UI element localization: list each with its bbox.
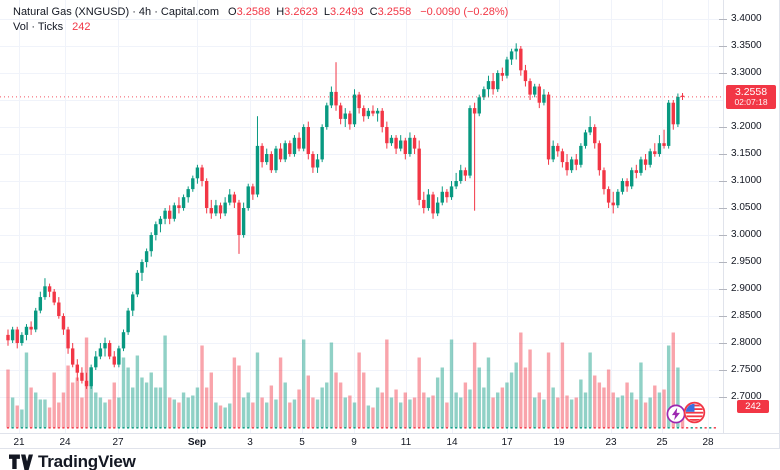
change-value: −0.0090 (−0.28%) (420, 6, 509, 18)
price-axis-label: 3.1500 (731, 148, 762, 159)
price-axis-label: 2.8500 (731, 310, 762, 321)
volume-indicator-value: 242 (72, 21, 91, 33)
price-axis-label: 2.7000 (731, 391, 762, 402)
time-axis[interactable]: 21 24 27 Sep 3 5 9 11 14 17 19 23 25 28 (0, 433, 780, 448)
tradingview-logo-text: TradingView (38, 452, 136, 470)
bar-countdown: 02:07:18 (734, 97, 768, 108)
open-label: O (228, 6, 237, 18)
time-axis-label: 28 (702, 437, 714, 448)
last-price-value: 3.2558 (734, 86, 768, 99)
time-axis-label: 14 (446, 437, 458, 448)
price-axis-label: 3.3000 (731, 67, 762, 78)
price-axis-label: 3.1000 (731, 175, 762, 186)
time-axis-label: 25 (656, 437, 668, 448)
open-value: 3.2588 (236, 6, 271, 18)
last-volume-badge: 242 (737, 400, 769, 413)
price-axis[interactable]: 3.4000 3.3500 3.3000 3.2000 3.1500 3.1000 3.05… (723, 0, 780, 433)
time-axis-label: 24 (59, 437, 71, 448)
price-axis-label: 2.7500 (731, 364, 762, 375)
low-label: L (323, 6, 330, 18)
price-axis-label: 3.0500 (731, 202, 762, 213)
volume-indicator-label[interactable]: Vol · Ticks (13, 21, 64, 33)
close-value: 3.2558 (377, 6, 412, 18)
time-axis-label: 3 (247, 437, 253, 448)
last-volume-value: 242 (745, 401, 761, 412)
time-axis-label: 27 (112, 437, 124, 448)
price-axis-label: 2.8000 (731, 337, 762, 348)
time-axis-label: 9 (351, 437, 357, 448)
chart-legend: Natural Gas (XNGUSD) · 4h · Capital.com O… (13, 5, 508, 35)
time-axis-label: 11 (400, 437, 412, 448)
price-axis-label: 3.2000 (731, 121, 762, 132)
price-axis-label: 3.0000 (731, 229, 762, 240)
price-axis-label: 2.9500 (731, 256, 762, 267)
high-label: H (276, 6, 285, 18)
tradingview-logo-icon (9, 454, 33, 470)
symbol-title[interactable]: Natural Gas (XNGUSD) · 4h · Capital.com (13, 6, 219, 18)
time-axis-label: 17 (501, 437, 513, 448)
time-axis-label: 19 (553, 437, 565, 448)
high-value: 3.2623 (284, 6, 318, 18)
time-axis-label: 21 (13, 437, 25, 448)
price-axis-label: 2.9000 (731, 283, 762, 294)
last-price-badge[interactable]: 3.2558 02:07:18 (726, 85, 776, 110)
low-value: 3.2493 (329, 6, 364, 18)
price-axis-label: 3.4000 (731, 13, 762, 24)
tradingview-logo[interactable]: TradingView (9, 452, 136, 470)
price-axis-label: 3.3500 (731, 40, 762, 51)
close-label: C (369, 6, 378, 18)
time-axis-label: 5 (299, 437, 305, 448)
time-axis-label: Sep (187, 437, 207, 448)
time-axis-label: 23 (605, 437, 617, 448)
us-flag-economic-event-icon[interactable] (683, 401, 706, 429)
